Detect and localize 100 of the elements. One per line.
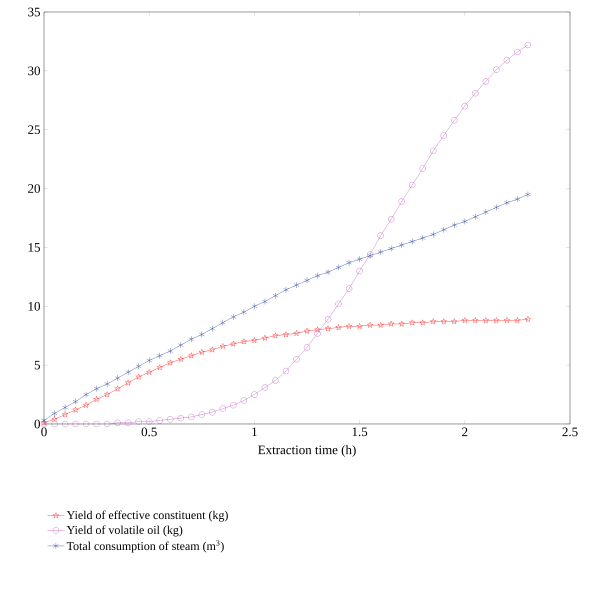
point [420,234,426,242]
point [409,238,415,245]
x-tick-label: 2.5 [562,428,578,436]
point [378,248,384,256]
y-tick-label: 25 [28,125,40,134]
point [136,374,142,380]
point [220,343,226,349]
point [440,226,447,233]
point [51,416,58,422]
point [82,420,90,428]
point [336,324,342,330]
point [198,411,205,418]
point [241,308,247,316]
point [493,317,500,324]
point [472,317,478,324]
point [188,336,194,342]
y-tick-label: 35 [28,8,40,16]
point [146,418,152,425]
point [220,405,226,412]
point [220,320,226,326]
point [125,369,131,376]
point [251,391,258,398]
point [482,317,489,324]
point [472,214,478,220]
point [125,380,132,386]
point [156,417,163,424]
point [451,117,458,124]
point [304,344,310,351]
x-axis-title: Extraction time (h) [258,445,356,457]
point [262,384,268,391]
point [51,420,58,428]
point [430,231,436,238]
point [282,368,290,374]
point [188,352,194,358]
point [41,417,47,424]
point [398,242,404,248]
point [167,348,174,354]
point [346,260,352,266]
point [146,357,152,364]
point [398,198,405,205]
y-tick-label: 15 [28,243,40,252]
point [325,268,331,276]
point [430,318,436,324]
x-tick-label: 0.5 [142,428,157,436]
y-tick-label: 5 [34,360,40,370]
point [494,204,500,211]
point [72,406,79,412]
point [114,385,121,392]
point [230,314,236,320]
point [356,256,362,262]
point [504,57,510,64]
point [524,316,531,322]
point [209,409,216,416]
point [272,332,278,338]
point [104,380,110,388]
point [346,323,352,329]
x-tick-label: 2 [462,428,468,436]
point [83,391,89,398]
legend-label: Yield of volatile oil (kg) [66,525,182,536]
point [230,402,237,408]
point [62,404,68,411]
point [483,208,489,216]
point [462,218,468,225]
y-tick-label: 10 [28,302,40,311]
point [230,340,236,347]
point [167,416,174,422]
legend-label: Total consumption of steam (m$^{3}$) [66,540,224,553]
point [178,414,184,422]
point [188,414,194,420]
point [156,364,163,370]
x-tick-label: 1.5 [352,428,368,436]
point [240,338,247,344]
point [72,398,78,405]
point [293,356,300,362]
point [94,385,100,392]
point [398,320,405,327]
point [104,391,110,398]
point [304,277,310,284]
point [482,78,490,85]
point [52,410,58,417]
point [252,303,258,310]
point [146,369,152,375]
point [335,300,342,308]
point [104,420,110,428]
point [62,420,68,428]
point [210,325,216,332]
point [240,397,248,404]
point [336,264,342,271]
point [272,292,278,299]
point [409,182,416,188]
point [304,328,310,334]
point [451,318,458,324]
point [72,420,79,428]
point [136,363,142,370]
point [156,352,163,359]
point [314,330,321,337]
point [493,66,500,73]
point [199,331,205,338]
point [430,148,436,154]
point [293,330,300,336]
